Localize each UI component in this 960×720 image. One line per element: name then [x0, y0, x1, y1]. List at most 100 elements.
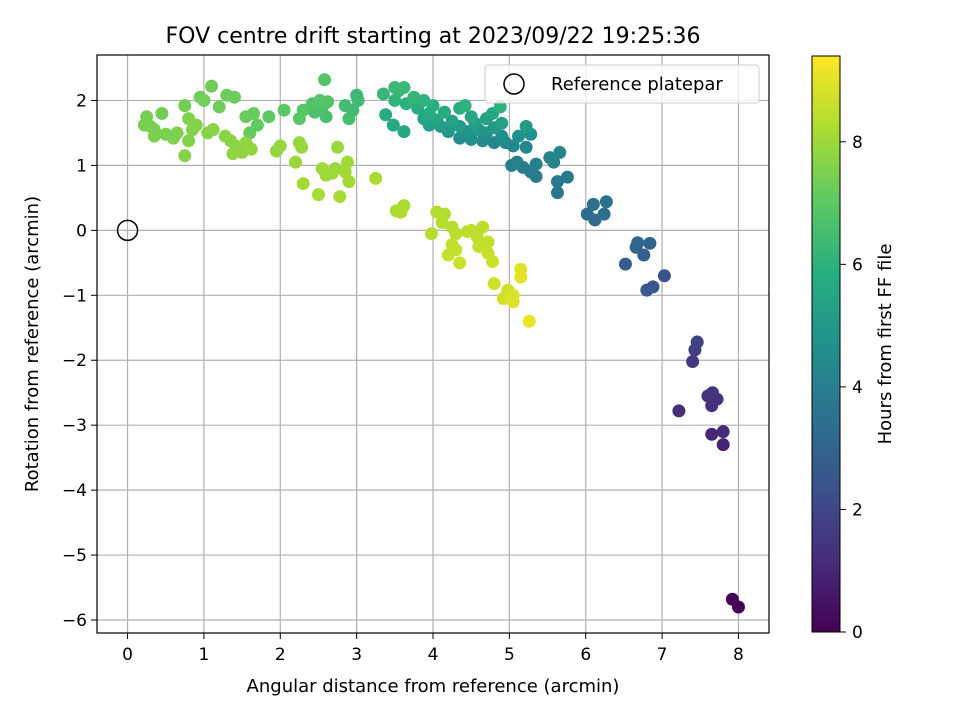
data-points: [137, 73, 745, 614]
data-point: [289, 155, 303, 169]
data-point: [445, 114, 459, 128]
data-point: [206, 123, 220, 137]
x-tick-label: 8: [733, 645, 744, 665]
data-point: [379, 108, 393, 122]
y-tick-label: 1: [76, 156, 87, 176]
data-point: [340, 155, 354, 169]
x-axis-label: Angular distance from reference (arcmin): [247, 676, 620, 697]
data-point: [705, 427, 719, 441]
data-point: [672, 404, 686, 418]
data-point: [716, 438, 730, 452]
data-point: [178, 99, 192, 113]
data-point: [193, 90, 207, 104]
colorbar-tick-label: 6: [852, 255, 863, 275]
colorbar-tick-label: 4: [852, 378, 863, 398]
data-point: [725, 592, 739, 606]
data-point: [470, 230, 484, 244]
data-point: [618, 257, 632, 271]
colorbar-tick-label: 2: [852, 500, 863, 520]
data-point: [529, 157, 543, 171]
data-point: [397, 125, 411, 139]
data-point: [580, 207, 594, 221]
data-point: [458, 99, 472, 113]
y-tick-label: 2: [76, 91, 87, 111]
data-point: [407, 90, 421, 104]
legend: Reference platepar: [484, 64, 760, 104]
data-point: [449, 227, 463, 241]
legend-reference-marker: [503, 73, 525, 95]
colorbar-label: Hours from first FF file: [875, 244, 896, 445]
data-point: [220, 88, 234, 102]
data-point: [690, 335, 704, 349]
data-point: [333, 190, 347, 204]
y-tick-label: −4: [62, 481, 87, 501]
y-axis-ticks: −6 −5 −4 −3 −2 −1 0 1 2: [62, 91, 97, 631]
x-tick-label: 1: [198, 645, 209, 665]
legend-entry-reference: Reference platepar: [551, 74, 723, 95]
data-point: [170, 126, 184, 140]
data-point: [441, 248, 455, 262]
data-point: [512, 129, 526, 143]
colorbar-tick-label: 8: [852, 133, 863, 153]
x-tick-label: 4: [428, 645, 439, 665]
data-point: [262, 110, 276, 124]
data-point: [417, 93, 431, 107]
data-point: [342, 175, 356, 189]
data-point: [472, 240, 486, 254]
x-tick-label: 0: [122, 645, 133, 665]
data-point: [273, 139, 287, 153]
y-axis-label: Rotation from reference (arcmin): [22, 196, 43, 492]
x-tick-label: 6: [580, 645, 591, 665]
data-point: [318, 73, 332, 87]
colorbar-tick-label: 0: [852, 623, 863, 643]
data-point: [476, 220, 490, 234]
data-point: [435, 216, 449, 230]
x-tick-label: 3: [351, 645, 362, 665]
data-point: [495, 116, 509, 130]
data-point: [640, 283, 654, 297]
data-point: [388, 80, 402, 94]
data-point: [244, 142, 258, 156]
data-point: [550, 175, 564, 189]
data-point: [137, 118, 151, 132]
x-tick-label: 7: [657, 645, 668, 665]
data-point: [319, 168, 333, 182]
data-point: [295, 140, 309, 154]
data-point: [424, 227, 438, 241]
data-point: [705, 386, 719, 400]
data-point: [437, 105, 451, 119]
data-point: [522, 314, 536, 328]
data-point: [510, 155, 524, 169]
x-tick-label: 2: [275, 645, 286, 665]
reference-platepar-marker: [116, 219, 139, 242]
data-point: [506, 295, 520, 309]
data-point: [560, 170, 574, 184]
data-point: [543, 151, 557, 165]
data-point: [464, 110, 478, 124]
data-point: [493, 100, 507, 114]
data-point: [514, 270, 528, 284]
data-point: [486, 255, 500, 269]
data-point: [296, 177, 310, 191]
data-point: [205, 79, 219, 93]
data-point: [550, 186, 564, 200]
x-tick-label: 5: [504, 645, 515, 665]
data-point: [376, 87, 390, 101]
y-tick-label: 0: [76, 221, 87, 241]
data-point: [394, 205, 408, 219]
y-tick-label: −1: [62, 286, 87, 306]
data-point: [631, 236, 645, 250]
data-point: [342, 112, 356, 126]
data-point: [586, 197, 600, 211]
data-point: [155, 106, 169, 120]
data-point: [553, 145, 567, 159]
data-point: [331, 140, 345, 154]
y-tick-label: −3: [62, 416, 87, 436]
data-point: [212, 100, 226, 114]
y-tick-label: −6: [62, 611, 87, 631]
data-point: [338, 99, 352, 113]
data-point: [397, 80, 411, 94]
data-point: [243, 126, 257, 140]
data-point: [311, 188, 325, 202]
